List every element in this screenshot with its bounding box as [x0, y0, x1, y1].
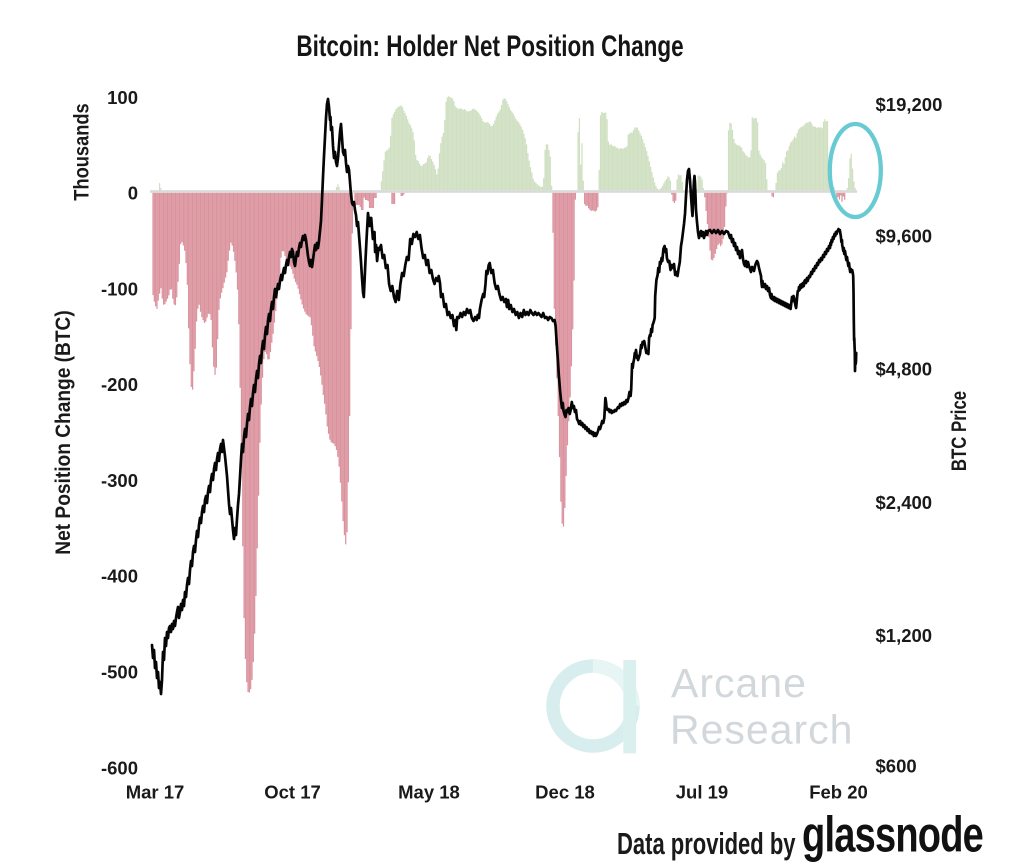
svg-text:Bitcoin: Holder Net Position C: Bitcoin: Holder Net Position Change — [296, 29, 683, 63]
svg-text:-600: -600 — [101, 757, 138, 778]
svg-text:May 18: May 18 — [398, 782, 460, 803]
svg-text:-200: -200 — [101, 374, 138, 395]
svg-text:Feb 20: Feb 20 — [809, 782, 868, 803]
svg-text:Oct 17: Oct 17 — [264, 782, 321, 803]
svg-text:-100: -100 — [101, 278, 138, 299]
svg-text:Research: Research — [670, 707, 853, 753]
svg-text:Net Position Change (BTC): Net Position Change (BTC) — [52, 310, 75, 554]
svg-text:Mar 17: Mar 17 — [126, 782, 185, 803]
svg-text:Data provided by: Data provided by — [617, 826, 796, 861]
svg-text:Arcane: Arcane — [671, 660, 807, 706]
svg-text:$600: $600 — [876, 755, 917, 776]
svg-text:$1,200: $1,200 — [876, 625, 933, 646]
svg-text:$9,600: $9,600 — [876, 225, 933, 246]
svg-text:glassnode: glassnode — [802, 808, 983, 863]
svg-text:$4,800: $4,800 — [876, 358, 933, 379]
svg-text:-300: -300 — [101, 470, 138, 491]
svg-text:-400: -400 — [101, 566, 138, 587]
svg-text:Jul 19: Jul 19 — [676, 782, 728, 803]
svg-text:-500: -500 — [101, 662, 138, 683]
svg-text:Dec 18: Dec 18 — [535, 782, 595, 803]
svg-text:0: 0 — [128, 183, 138, 204]
svg-text:BTC Price: BTC Price — [948, 391, 971, 471]
svg-text:$19,200: $19,200 — [876, 94, 943, 115]
svg-text:$2,400: $2,400 — [876, 492, 933, 513]
svg-text:Thousands: Thousands — [70, 103, 94, 200]
svg-text:100: 100 — [107, 87, 138, 108]
